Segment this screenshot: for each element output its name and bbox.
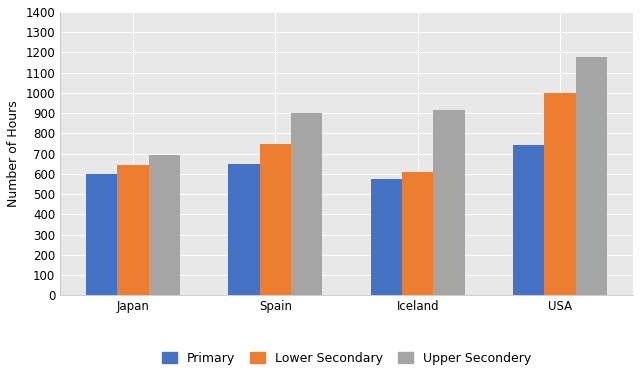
Bar — [433, 110, 465, 295]
Bar — [260, 145, 291, 295]
Bar — [513, 145, 545, 295]
Y-axis label: Number of Hours: Number of Hours — [7, 100, 20, 207]
Bar — [291, 113, 323, 295]
Bar — [371, 179, 402, 295]
Bar — [545, 93, 576, 295]
Bar — [86, 174, 118, 295]
Bar — [576, 58, 607, 295]
Bar — [148, 155, 180, 295]
Bar — [402, 172, 433, 295]
Bar — [118, 165, 148, 295]
Legend: Primary, Lower Secondary, Upper Secondery: Primary, Lower Secondary, Upper Seconder… — [157, 347, 536, 369]
Bar — [228, 164, 260, 295]
